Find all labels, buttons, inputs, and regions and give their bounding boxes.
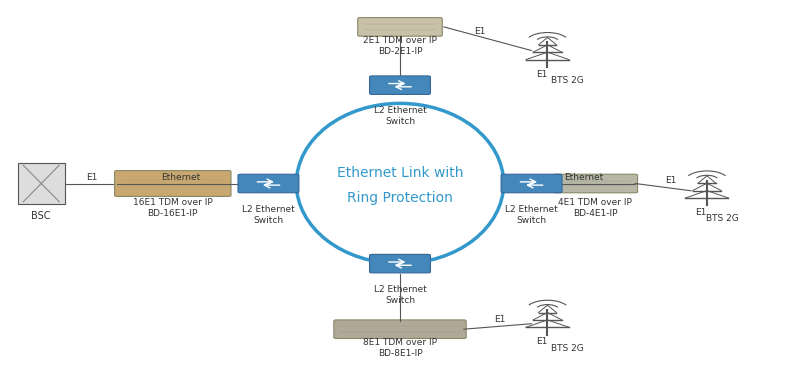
FancyBboxPatch shape: [553, 174, 638, 193]
Text: L2 Ethernet
Switch: L2 Ethernet Switch: [242, 205, 295, 225]
FancyBboxPatch shape: [501, 174, 562, 193]
Text: BTS 2G: BTS 2G: [706, 214, 739, 224]
Text: E1: E1: [474, 27, 486, 36]
Text: E1: E1: [536, 70, 547, 79]
Text: 2E1 TDM over IP
BD-2E1-IP: 2E1 TDM over IP BD-2E1-IP: [363, 36, 437, 56]
FancyBboxPatch shape: [370, 76, 430, 94]
Text: E1: E1: [536, 337, 547, 346]
FancyBboxPatch shape: [358, 18, 442, 36]
Text: E1: E1: [494, 315, 506, 324]
Text: L2 Ethernet
Switch: L2 Ethernet Switch: [374, 106, 426, 126]
Text: L2 Ethernet
Switch: L2 Ethernet Switch: [374, 285, 426, 305]
FancyBboxPatch shape: [370, 254, 430, 273]
FancyBboxPatch shape: [238, 174, 299, 193]
Text: E1: E1: [695, 208, 707, 217]
FancyBboxPatch shape: [334, 320, 466, 338]
Text: Ethernet Link with: Ethernet Link with: [337, 166, 463, 179]
Text: Ring Protection: Ring Protection: [347, 191, 453, 205]
Text: E1: E1: [666, 176, 677, 185]
Text: BTS 2G: BTS 2G: [551, 76, 584, 85]
Text: BSC: BSC: [31, 211, 51, 221]
Text: L2 Ethernet
Switch: L2 Ethernet Switch: [505, 205, 558, 225]
Text: 4E1 TDM over IP
BD-4E1-IP: 4E1 TDM over IP BD-4E1-IP: [558, 198, 632, 218]
Text: Ethernet: Ethernet: [161, 173, 200, 182]
Text: 8E1 TDM over IP
BD-8E1-IP: 8E1 TDM over IP BD-8E1-IP: [363, 338, 437, 359]
Text: E1: E1: [86, 173, 97, 182]
Text: Ethernet: Ethernet: [564, 173, 603, 182]
FancyBboxPatch shape: [114, 171, 231, 196]
Text: BTS 2G: BTS 2G: [551, 344, 584, 353]
Text: 16E1 TDM over IP
BD-16E1-IP: 16E1 TDM over IP BD-16E1-IP: [133, 198, 213, 218]
FancyBboxPatch shape: [18, 163, 65, 204]
